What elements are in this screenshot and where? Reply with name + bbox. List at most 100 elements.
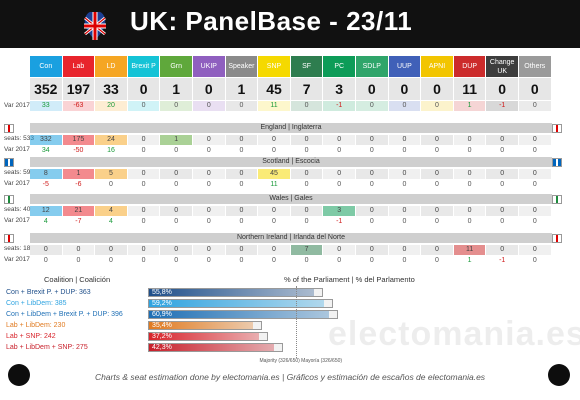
seat-value-7: 45 [258, 78, 290, 100]
region-var-1-1: -6 [75, 181, 82, 188]
region-var-3-12: 0 [435, 257, 439, 264]
region-var-1-13: 0 [467, 181, 472, 188]
region-seat-2-12: 0 [421, 206, 453, 216]
coalition-bar-1 [149, 300, 324, 307]
region-seats-total-1: seats: 59 [4, 169, 31, 176]
party-header-14: Change UK [486, 56, 518, 77]
seat-value-0: 352 [30, 78, 62, 100]
region-flag-icon-1-1 [552, 158, 562, 167]
region-var-1-6: 0 [239, 181, 244, 188]
coalition-pct-2: 60,9% [152, 311, 172, 318]
region-var-label-2: Var 2017 [4, 217, 30, 224]
region-var-0-8: 0 [304, 147, 309, 154]
region-seat-3-3: 0 [127, 245, 160, 255]
region-seat-3-1: 0 [62, 245, 95, 255]
region-var-3-3: 0 [141, 257, 146, 264]
region-seat-1-13: 0 [453, 169, 486, 179]
region-var-label-3: Var 2017 [4, 256, 30, 263]
region-var-0-1: -50 [73, 147, 84, 154]
region-var-2-4: 0 [174, 218, 179, 225]
region-flag-icon-2-0 [4, 195, 14, 204]
region-seat-0-10: 0 [356, 135, 388, 145]
party-header-5: UKIP [193, 56, 225, 77]
coalition-bar-track-1: 59,2% [148, 299, 333, 308]
region-var-3-8: 0 [304, 257, 309, 264]
region-seat-0-15: 0 [519, 135, 551, 145]
region-seat-2-9: 3 [323, 206, 355, 216]
region-seat-3-9: 0 [323, 245, 355, 255]
region-var-0-6: 0 [239, 147, 244, 154]
coalition-bar-5 [149, 344, 274, 351]
coalition-bar-3 [149, 322, 254, 329]
party-header-1: Lab [62, 56, 95, 77]
region-var-0-11: 0 [402, 147, 407, 154]
region-seat-2-10: 0 [356, 206, 388, 216]
seat-value-9: 3 [323, 78, 355, 100]
electomania-logo-icon-right [548, 364, 570, 386]
coalition-pct-0: 55,8% [152, 289, 172, 296]
region-var-0-12: 0 [435, 147, 439, 154]
region-flag-icon-3-1 [552, 234, 562, 243]
region-seat-3-10: 0 [356, 245, 388, 255]
region-var-1-7: 11 [270, 181, 278, 188]
region-flag-cross-3-1 [556, 235, 558, 242]
region-var-1-12: 0 [435, 181, 439, 188]
region-flag-cross-0-0 [8, 125, 10, 132]
party-header-2: LD [95, 56, 127, 77]
region-seat-2-11: 0 [388, 206, 421, 216]
majority-label: Majority (326/650) Mayoría (326/650) [259, 358, 343, 364]
region-var-1-14: 0 [500, 181, 505, 188]
region-var-2-6: 0 [239, 218, 244, 225]
party-header-15: Others [519, 56, 551, 77]
region-var-2-8: 0 [304, 218, 309, 225]
region-var-3-6: 0 [239, 257, 244, 264]
var-value-6: 0 [225, 101, 258, 111]
seat-value-1: 197 [62, 78, 95, 100]
region-var-0-15: 0 [532, 147, 537, 154]
title-bar: UK: PanelBase - 23/11 [0, 0, 580, 48]
region-var-2-2: 4 [109, 218, 113, 225]
region-var-2-10: 0 [369, 218, 374, 225]
region-seat-1-10: 0 [356, 169, 388, 179]
region-seat-1-1: 1 [62, 169, 95, 179]
region-seat-2-2: 4 [95, 206, 127, 216]
region-seat-3-15: 0 [519, 245, 551, 255]
region-seats-total-2: seats: 40 [4, 206, 31, 213]
region-seat-0-0: 332 [30, 135, 62, 145]
region-seat-3-6: 0 [225, 245, 258, 255]
seat-value-11: 0 [388, 78, 421, 100]
party-header-11: UUP [388, 56, 421, 77]
party-header-3: Brexit P [127, 56, 160, 77]
region-var-1-8: 0 [304, 181, 309, 188]
seat-value-6: 1 [225, 78, 258, 100]
region-var-3-14: -1 [499, 257, 506, 264]
region-seat-0-8: 0 [290, 135, 323, 145]
region-seat-1-3: 0 [127, 169, 160, 179]
region-var-2-7: 0 [272, 218, 276, 225]
seat-value-13: 11 [453, 78, 486, 100]
region-var-0-4: 0 [174, 147, 179, 154]
region-flag-icon-3-0 [4, 234, 14, 243]
var-value-11: 0 [388, 101, 421, 111]
page-title: UK: PanelBase - 23/11 [130, 6, 413, 36]
region-flag-icon-0-0 [4, 124, 14, 133]
region-seat-2-3: 0 [127, 206, 160, 216]
coalition-pct-1: 59,2% [152, 300, 172, 307]
region-seat-2-4: 0 [160, 206, 192, 216]
region-seat-3-7: 0 [258, 245, 290, 255]
var-value-15: 0 [519, 101, 551, 111]
region-seat-3-2: 0 [95, 245, 127, 255]
region-var-2-1: -7 [75, 218, 82, 225]
region-var-1-5: 0 [206, 181, 211, 188]
region-seat-1-2: 5 [95, 169, 127, 179]
var-value-12: 0 [421, 101, 453, 111]
var-value-7: 11 [258, 101, 290, 111]
region-seat-1-6: 0 [225, 169, 258, 179]
watermark-text: electomania.es [328, 315, 580, 353]
seat-value-14: 0 [486, 78, 518, 100]
region-seat-0-14: 0 [486, 135, 518, 145]
region-seat-2-1: 21 [62, 206, 95, 216]
coalition-bar-track-3: 35,4% [148, 321, 263, 330]
region-var-1-15: 0 [532, 181, 537, 188]
var-value-5: 0 [193, 101, 225, 111]
